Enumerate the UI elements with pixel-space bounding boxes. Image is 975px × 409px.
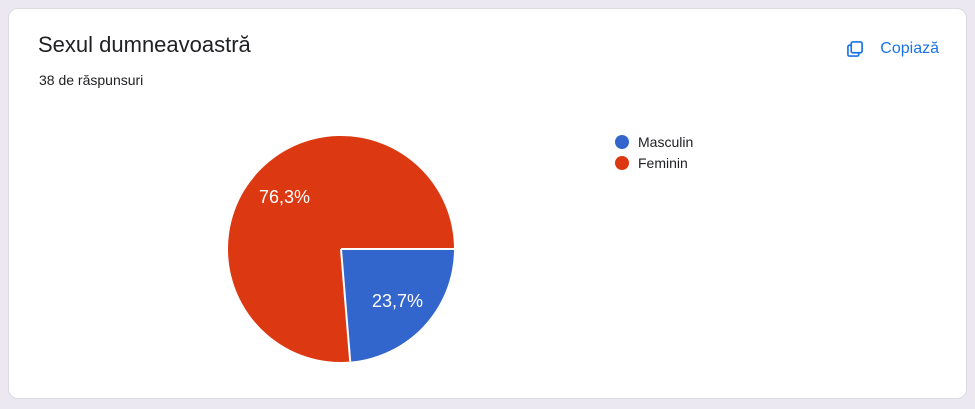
pie-slice-label: 23,7% (372, 291, 423, 311)
response-summary-card: Sexul dumneavoastră 38 de răspunsuri Cop… (8, 8, 967, 399)
copy-button-label: Copiază (880, 40, 939, 57)
legend-label: Masculin (638, 134, 694, 150)
legend-item-masculin: Masculin (615, 135, 693, 149)
responses-count: 38 de răspunsuri (39, 72, 144, 88)
legend-item-feminin: Feminin (615, 156, 693, 170)
pie-slice-masculin[interactable] (341, 249, 454, 362)
legend-swatch-icon (615, 156, 629, 170)
question-title: Sexul dumneavoastră (38, 32, 251, 57)
pie-slice-separator (340, 248, 352, 362)
copy-icon (847, 41, 864, 57)
pie-slice-label: 76,3% (259, 187, 310, 207)
legend-label: Feminin (638, 155, 688, 171)
legend-swatch-icon (615, 135, 629, 149)
copy-button[interactable]: Copiază (845, 39, 939, 59)
pie-chart: 23,7% 76,3% (228, 135, 454, 362)
chart-legend: Masculin Feminin (615, 135, 693, 170)
